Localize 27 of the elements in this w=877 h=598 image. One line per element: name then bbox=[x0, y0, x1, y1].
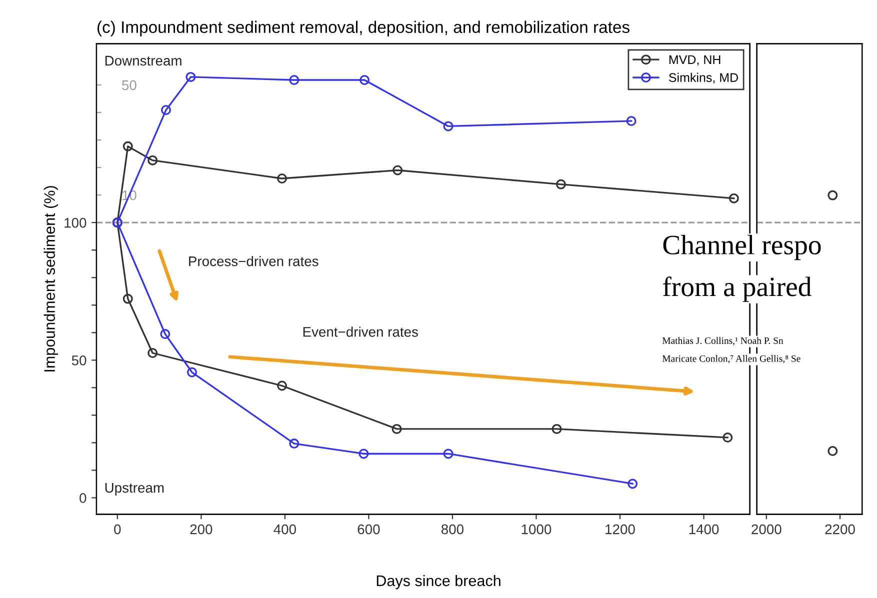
x-tick-label: 0 bbox=[114, 524, 121, 534]
legend-label: Simkins, MD bbox=[669, 72, 738, 84]
y-tick-label: 100 bbox=[64, 218, 86, 228]
x-axis-title: Days since breach bbox=[376, 574, 500, 590]
annotation: Downstream bbox=[105, 56, 182, 66]
x-tick-label: 2200 bbox=[825, 524, 855, 534]
legend-label: MVD, NH bbox=[669, 55, 720, 66]
annotation: Event−driven rates bbox=[303, 326, 418, 337]
x-tick-label: 2000 bbox=[752, 524, 782, 534]
y-axis-title: Impoundment sediment (%) bbox=[44, 186, 58, 372]
x-tick-label: 1000 bbox=[522, 524, 552, 534]
annotation: Mathias J. Collins,¹ Noah P. Sn bbox=[662, 337, 784, 346]
x-tick-label: 800 bbox=[441, 524, 464, 534]
chart-title: (c) Impoundment sediment removal, deposition, and remobilization rates bbox=[98, 20, 630, 36]
annotation: Maricate Conlon,⁷ Allen Gellis,⁸ Se bbox=[662, 355, 800, 364]
annotation: Process−driven rates bbox=[189, 256, 318, 266]
x-tick-label: 200 bbox=[190, 524, 212, 534]
annotation: from a paired bbox=[662, 276, 812, 302]
x-tick-label: 1400 bbox=[689, 524, 719, 534]
y-tick-label: 0 bbox=[80, 493, 86, 503]
y-tick-label: 50 bbox=[72, 355, 86, 366]
x-tick-label: 600 bbox=[358, 524, 380, 534]
annotation: Upstream bbox=[105, 483, 164, 496]
annotation: Channel respo bbox=[663, 234, 821, 260]
y2-tick-label: 50 bbox=[122, 80, 136, 90]
x-tick-label: 1200 bbox=[606, 524, 635, 534]
x-tick-label: 400 bbox=[274, 524, 296, 534]
